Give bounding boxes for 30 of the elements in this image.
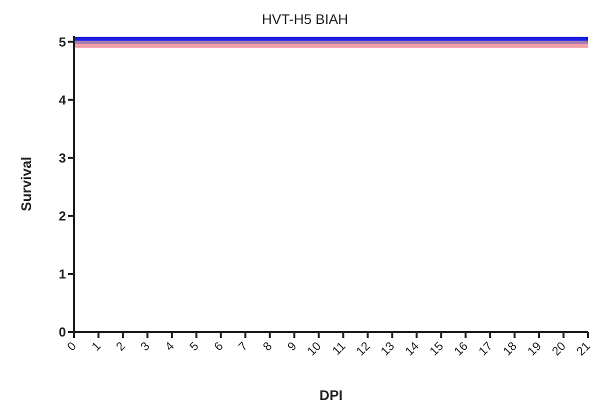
x-tick-label: 1 <box>88 338 104 354</box>
x-tick-label: 10 <box>304 338 324 358</box>
x-tick-label: 14 <box>402 338 422 358</box>
x-tick-label: 6 <box>211 338 226 354</box>
x-tick-label: 8 <box>260 338 275 354</box>
x-tick-label: 20 <box>549 338 569 358</box>
x-tick-label: 21 <box>574 338 594 358</box>
x-tick-label: 7 <box>236 338 251 354</box>
x-tick-label: 17 <box>476 338 496 358</box>
x-tick-label: 11 <box>329 338 348 358</box>
x-tick-label: 19 <box>524 338 544 358</box>
y-tick-label: 4 <box>58 92 67 108</box>
y-tick-label: 5 <box>58 34 66 50</box>
x-tick-label: 16 <box>451 338 471 358</box>
x-tick-label: 9 <box>284 338 300 354</box>
chart-title: HVT-H5 BIAH <box>260 10 350 29</box>
y-tick-label: 1 <box>58 266 66 282</box>
x-tick-label: 2 <box>113 338 128 354</box>
y-tick-label: 2 <box>58 208 66 224</box>
y-tick-label: 3 <box>58 150 66 166</box>
y-tick-label: 0 <box>58 324 66 340</box>
x-tick-label: 4 <box>162 338 178 354</box>
x-axis-title: DPI <box>319 387 343 403</box>
x-tick-label: 5 <box>186 338 202 354</box>
x-tick-label: 18 <box>500 338 520 358</box>
x-tick-label: 15 <box>426 338 446 358</box>
x-tick-label: 13 <box>378 338 398 358</box>
x-tick-label: 3 <box>138 338 153 354</box>
x-tick-label: 12 <box>353 338 373 358</box>
y-axis-title: Survival <box>18 156 34 212</box>
